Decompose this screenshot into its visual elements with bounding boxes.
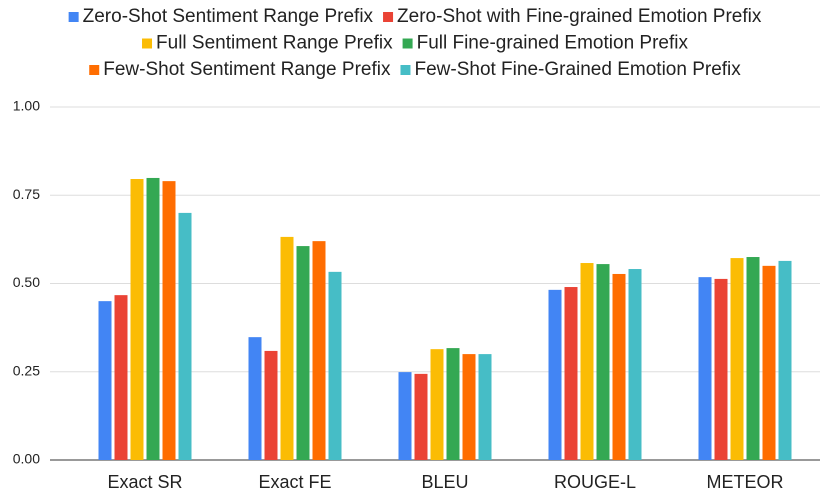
y-tick-label: 0.50: [13, 274, 40, 290]
bar: [762, 265, 776, 460]
legend-label: Few-Shot Fine-Grained Emotion Prefix: [414, 59, 741, 80]
bar: [580, 263, 594, 460]
bar: [146, 177, 160, 460]
legend-swatch: [400, 65, 411, 75]
bar: [698, 277, 712, 460]
bar: [398, 372, 412, 460]
bar: [178, 212, 192, 460]
bar: [778, 260, 792, 460]
bar: [98, 301, 112, 460]
bar: [130, 179, 144, 460]
bar: [328, 271, 342, 460]
x-tick-label: Exact SR: [107, 472, 182, 492]
x-tick-label: METEOR: [706, 472, 783, 492]
legend-label: Zero-Shot with Fine-grained Emotion Pref…: [397, 6, 762, 27]
bar: [462, 354, 476, 460]
x-tick-label: Exact FE: [258, 472, 331, 492]
legend-row: Few-Shot Sentiment Range Prefix Few-Shot …: [89, 59, 741, 80]
bar: [114, 295, 128, 460]
bar: [730, 258, 744, 460]
legend-swatch: [68, 12, 79, 22]
bar: [746, 257, 760, 460]
x-tick-label: BLEU: [421, 472, 468, 492]
y-tick-label: 1.00: [13, 98, 40, 114]
y-tick-label: 0.75: [13, 186, 40, 202]
bar: [248, 337, 262, 460]
bar: [430, 349, 444, 460]
bar: [312, 241, 326, 460]
bar: [612, 273, 626, 460]
x-tick-label: ROUGE-L: [554, 472, 636, 492]
legend-row: Zero-Shot Sentiment Range Prefix Zero-Sho…: [68, 6, 762, 27]
bar: [564, 287, 578, 460]
bar: [628, 269, 642, 460]
legend-label: Full Fine-grained Emotion Prefix: [417, 33, 689, 54]
bar: [414, 373, 428, 460]
bar: [548, 289, 562, 460]
bar: [162, 181, 176, 460]
legend-row: Full Sentiment Range Prefix Full Fine-gra…: [142, 33, 688, 54]
bar: [714, 278, 728, 460]
bar: [280, 236, 294, 460]
legend-label: Zero-Shot Sentiment Range Prefix: [83, 6, 374, 27]
legend-label: Few-Shot Sentiment Range Prefix: [103, 59, 391, 80]
y-tick-label: 0.00: [13, 451, 40, 467]
legend-swatch: [402, 38, 413, 49]
y-tick-label: 0.25: [13, 362, 40, 378]
legend-swatch: [142, 38, 153, 49]
legend-swatch: [383, 12, 394, 22]
bar: [478, 354, 492, 460]
bar: [596, 264, 610, 460]
bar: [446, 348, 460, 460]
bar: [296, 246, 310, 460]
legend-label: Full Sentiment Range Prefix: [156, 33, 393, 54]
legend-swatch: [89, 65, 100, 75]
bar: [264, 350, 278, 460]
